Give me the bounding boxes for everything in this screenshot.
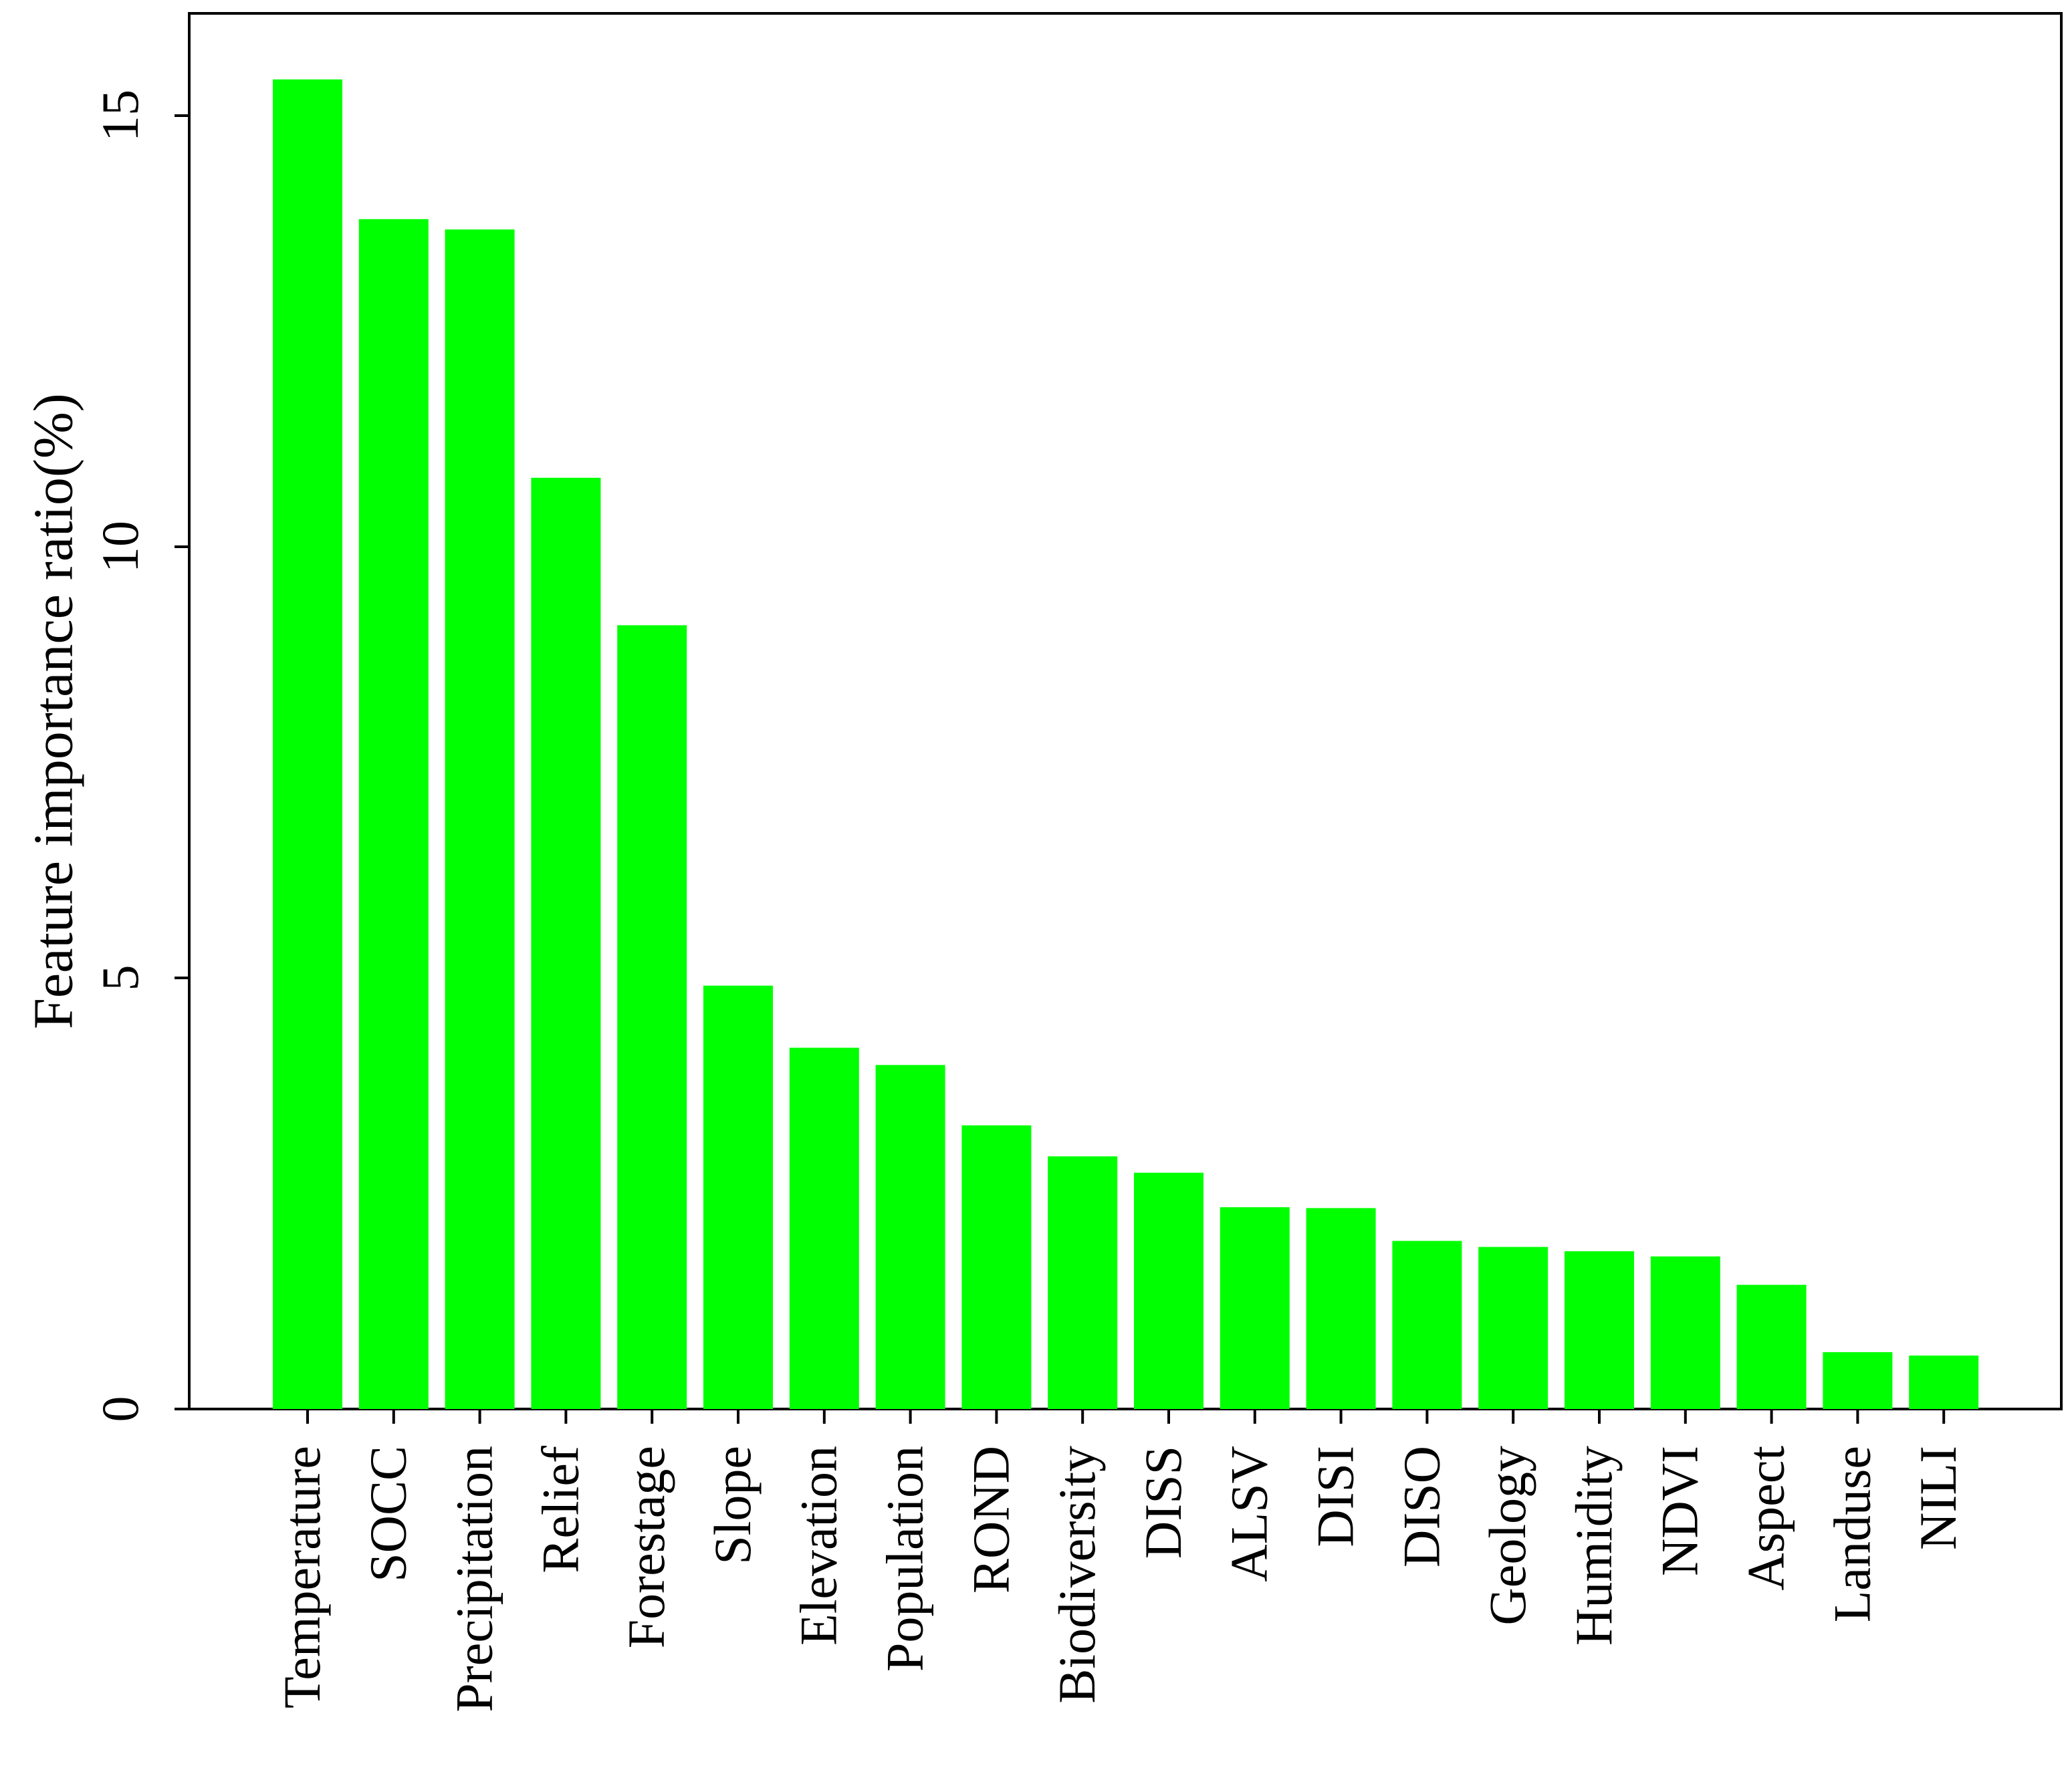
bar-relief (531, 477, 601, 1409)
y-tick-label: 5 (91, 965, 149, 991)
bar-diss (1134, 1172, 1203, 1409)
y-tick-label: 15 (91, 90, 149, 142)
x-tick-label-slope: Slope (703, 1446, 762, 1565)
bar-disi (1306, 1208, 1376, 1409)
x-tick-label-alsv: ALSV (1220, 1446, 1278, 1582)
x-tick-label-landuse: Landuse (1823, 1446, 1881, 1622)
bar-forestage (617, 625, 687, 1409)
x-tick-label-precipitation: Precipitation (445, 1446, 503, 1712)
x-tick-label-forestage: Forestage (617, 1446, 675, 1648)
plot-frame (188, 12, 2063, 1410)
x-tick-label-diss: DISS (1134, 1446, 1192, 1559)
bar-landuse (1823, 1352, 1893, 1409)
x-tick-label-population: Population (876, 1446, 934, 1672)
bar-temperature (273, 79, 342, 1409)
bar-ndvi (1650, 1256, 1720, 1409)
bar-socc (358, 219, 429, 1409)
x-tick-label-diso: DISO (1392, 1446, 1450, 1567)
x-tick-label-socc: SOCC (359, 1446, 417, 1582)
y-tick-label: 0 (91, 1396, 149, 1422)
x-tick-label-temperature: Temperature (273, 1446, 331, 1708)
bar-elevation (789, 1047, 859, 1409)
bar-aspect (1736, 1285, 1807, 1409)
x-tick-label-geology: Geology (1478, 1446, 1536, 1626)
bar-nili (1909, 1356, 1979, 1409)
x-tick-label-relief: Relief (531, 1446, 589, 1573)
bar-diso (1392, 1241, 1462, 1409)
x-tick-label-disi: DISI (1306, 1446, 1365, 1547)
x-tick-label-elevation: Elevation (790, 1446, 848, 1646)
y-axis-title: Feature importance ratio(%) (22, 393, 84, 1029)
bar-geology (1478, 1247, 1548, 1409)
bar-population (875, 1065, 945, 1409)
y-tick-label: 10 (91, 521, 149, 573)
x-axis-ticks: Temperature SOCC Precipitation Relief Forest… (273, 1409, 1967, 1712)
bar-rond (961, 1125, 1032, 1409)
y-axis-ticks: 0 5 10 15 (91, 90, 189, 1422)
x-tick-label-biodiversity: Biodiversity (1048, 1446, 1106, 1704)
bar-precipitation (445, 229, 515, 1409)
bar-biodiversity (1048, 1156, 1118, 1409)
x-tick-label-nili: NILI (1909, 1446, 1967, 1550)
x-tick-label-ndvi: NDVI (1651, 1446, 1709, 1576)
x-tick-label-rond: ROND (961, 1446, 1020, 1594)
bar-humidity (1565, 1251, 1634, 1409)
bars-group (273, 79, 1979, 1409)
bar-alsv (1220, 1207, 1290, 1409)
x-tick-label-aspect: Aspect (1737, 1446, 1795, 1591)
bar-slope (703, 985, 773, 1409)
x-tick-label-humidity: Humidity (1565, 1446, 1623, 1646)
